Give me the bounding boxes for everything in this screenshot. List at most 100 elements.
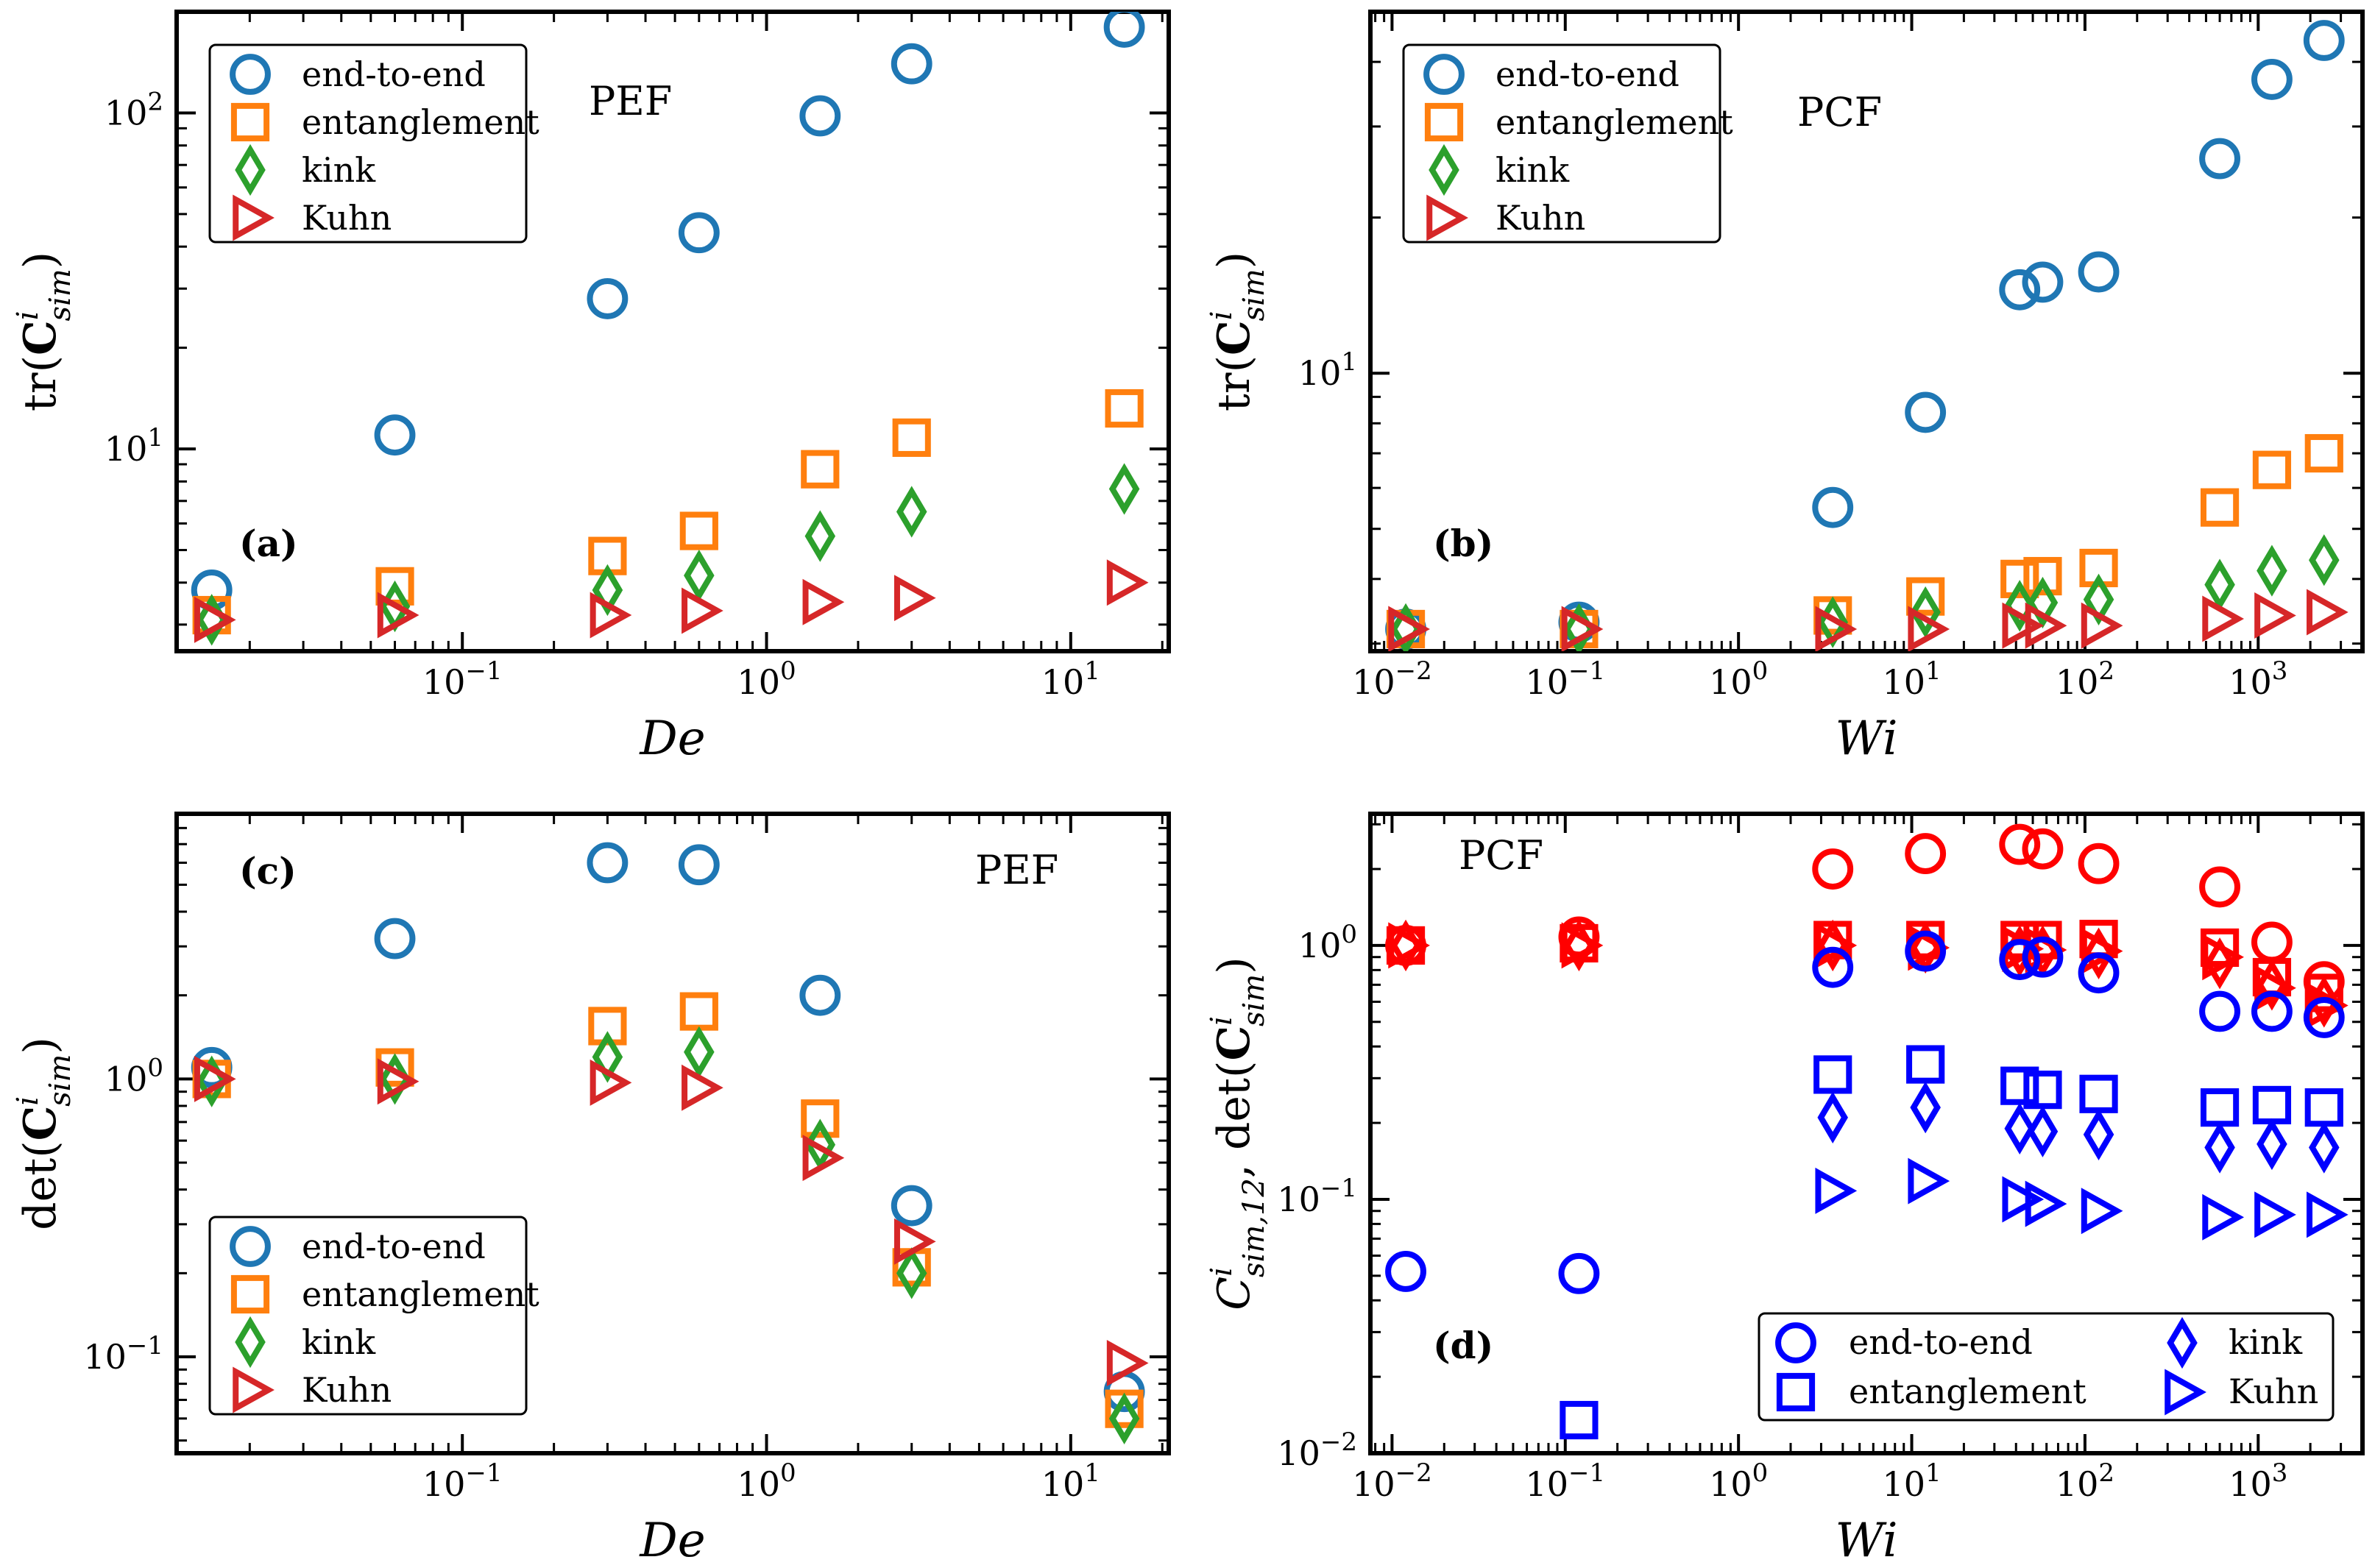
legend-marker — [233, 1366, 275, 1413]
data-point — [2078, 952, 2120, 994]
x-tick-label: 101 — [1882, 656, 1941, 702]
data-point — [2078, 251, 2120, 293]
x-tick-label: 102 — [2056, 1458, 2114, 1504]
y-tick-label: 100 — [1298, 920, 1357, 965]
data-point — [2199, 866, 2240, 908]
x-tick-label: 101 — [1041, 1458, 1100, 1504]
legend-marker — [235, 1316, 266, 1369]
plot-frame — [1368, 812, 2365, 1455]
x-tick-label: 10−1 — [1525, 1458, 1605, 1504]
data-point — [1908, 1157, 1950, 1205]
data-point — [892, 418, 931, 457]
x-axis-label: Wi — [1835, 712, 1897, 766]
data-point — [377, 1058, 420, 1105]
series-kink — [1390, 534, 2340, 651]
data-point — [2002, 1176, 2045, 1223]
data-point — [2079, 1074, 2118, 1113]
data-point — [2204, 1121, 2235, 1174]
data-point — [2000, 559, 2039, 598]
data-point — [374, 918, 416, 959]
series-end-to-end-c12 — [1385, 930, 2345, 1294]
data-point — [684, 1026, 715, 1078]
data-point — [682, 587, 723, 634]
x-tick-label: 100 — [737, 1458, 796, 1504]
legend-label: Kuhn — [302, 198, 392, 238]
legend-marker — [1775, 1322, 1816, 1363]
y-tick-label: 100 — [105, 1053, 163, 1099]
series-end-to-end — [191, 12, 1145, 611]
y-axis-label: tr(Cisim) — [1205, 252, 1271, 411]
x-axis-label: Wi — [1835, 1514, 1897, 1568]
legend-label: entanglement — [1496, 102, 1733, 142]
data-point — [1385, 1251, 1426, 1292]
legend-box — [208, 43, 528, 244]
data-point — [590, 592, 632, 639]
data-points — [191, 842, 1149, 1444]
legend-marker — [230, 1226, 271, 1267]
data-point — [2083, 573, 2114, 625]
data-point — [684, 549, 715, 602]
panel-annotation: PEF — [975, 847, 1058, 893]
panel-c: 10−1 100 101 10−1 100 De det(Cisim) (c) PEF end-t… — [11, 812, 1171, 1568]
series-kuhn — [1388, 589, 2349, 651]
data-point — [2081, 1188, 2123, 1235]
data-point — [893, 1218, 936, 1265]
data-point — [377, 592, 420, 639]
data-point — [2023, 556, 2062, 596]
data-point — [2304, 1088, 2343, 1127]
data-point — [678, 212, 720, 254]
data-point — [1105, 389, 1144, 428]
y-tick-label: 10−1 — [1277, 1174, 1357, 1219]
series-kink-det — [1390, 919, 2340, 1028]
legend-marker — [230, 102, 270, 142]
data-point — [891, 1185, 932, 1227]
data-point — [799, 95, 841, 137]
data-point — [2251, 921, 2293, 963]
data-point — [1815, 922, 1858, 969]
data-point — [1999, 823, 2041, 865]
data-point — [2252, 1085, 2292, 1125]
data-point — [2303, 996, 2345, 1038]
x-tick-label: 10−2 — [1352, 1458, 1432, 1504]
panel-a: 10−1 100 101 101 102 De tr(Cisim) (a) PEF end-to-… — [11, 10, 1171, 766]
legend-label: Kuhn — [2229, 1372, 2318, 1411]
y-tick-label: 101 — [1298, 347, 1357, 393]
data-point — [2022, 936, 2064, 978]
legend-label: kink — [302, 150, 376, 190]
data-point — [1105, 1389, 1144, 1428]
plot-frame — [174, 812, 1171, 1455]
data-point — [893, 575, 936, 622]
legend-label: Kuhn — [302, 1370, 392, 1410]
x-tick-label: 102 — [2056, 656, 2114, 702]
data-point — [2254, 965, 2296, 1012]
legend-marker — [235, 143, 266, 196]
data-point — [2202, 934, 2245, 981]
data-point — [1905, 833, 1947, 875]
data-point — [592, 564, 623, 617]
series-entanglement — [192, 389, 1144, 635]
legend: end-to-end entanglement kink Kuhn — [1758, 1312, 2335, 1422]
x-tick-label: 103 — [2229, 1458, 2287, 1504]
data-point — [1106, 559, 1149, 606]
data-point — [679, 511, 718, 550]
data-point — [679, 992, 718, 1031]
data-point — [2078, 842, 2120, 884]
x-axis-label: De — [639, 712, 705, 766]
data-point — [374, 414, 416, 456]
legend-label: entanglement — [302, 1274, 539, 1314]
data-point — [1815, 1167, 1858, 1214]
data-point — [587, 277, 629, 319]
data-point — [801, 1099, 840, 1138]
legend-marker — [233, 194, 275, 241]
data-point — [2000, 1066, 2039, 1105]
data-point — [896, 1247, 927, 1299]
data-point — [2199, 138, 2240, 180]
data-point — [2257, 544, 2287, 597]
legend-label: kink — [2229, 1322, 2303, 1362]
data-point — [2307, 589, 2349, 636]
series-kuhn — [194, 559, 1149, 643]
data-points — [191, 12, 1149, 646]
data-point — [2254, 592, 2296, 639]
data-point — [2199, 990, 2240, 1032]
y-tick-label: 10−1 — [83, 1331, 163, 1377]
